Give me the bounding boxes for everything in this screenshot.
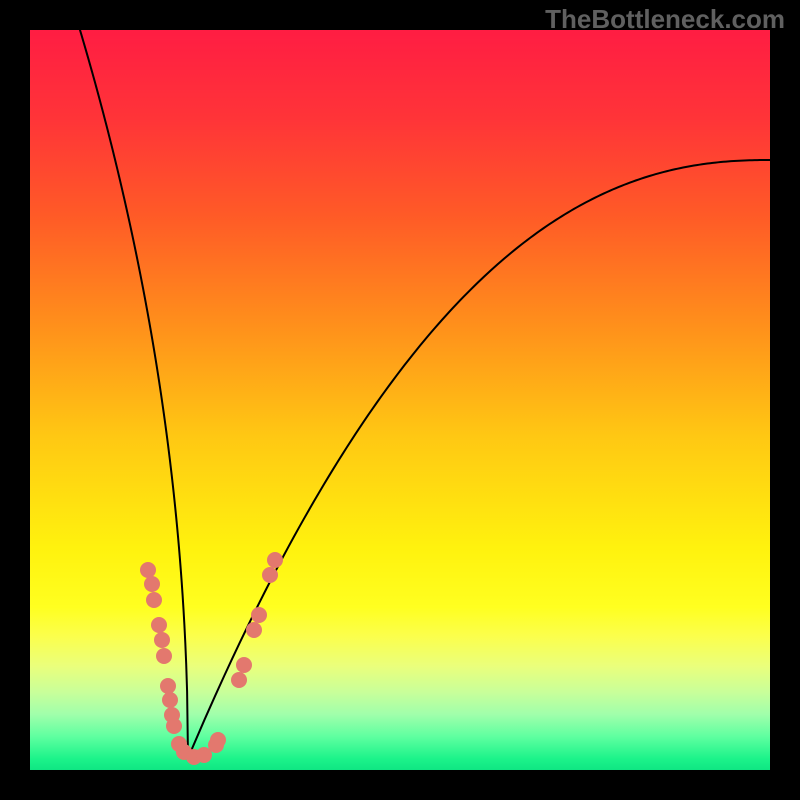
marker-point <box>144 576 160 592</box>
marker-point <box>140 562 156 578</box>
marker-point <box>246 622 262 638</box>
marker-point <box>156 648 172 664</box>
marker-point <box>236 657 252 673</box>
plot-background <box>30 30 770 770</box>
marker-point <box>267 552 283 568</box>
chart-svg <box>0 0 800 800</box>
marker-point <box>166 718 182 734</box>
marker-point <box>151 617 167 633</box>
marker-point <box>160 678 176 694</box>
marker-point <box>154 632 170 648</box>
marker-point <box>251 607 267 623</box>
marker-point <box>262 567 278 583</box>
marker-point <box>210 732 226 748</box>
marker-point <box>162 692 178 708</box>
marker-point <box>231 672 247 688</box>
watermark-text: TheBottleneck.com <box>545 4 785 35</box>
chart-stage: TheBottleneck.com <box>0 0 800 800</box>
marker-point <box>146 592 162 608</box>
